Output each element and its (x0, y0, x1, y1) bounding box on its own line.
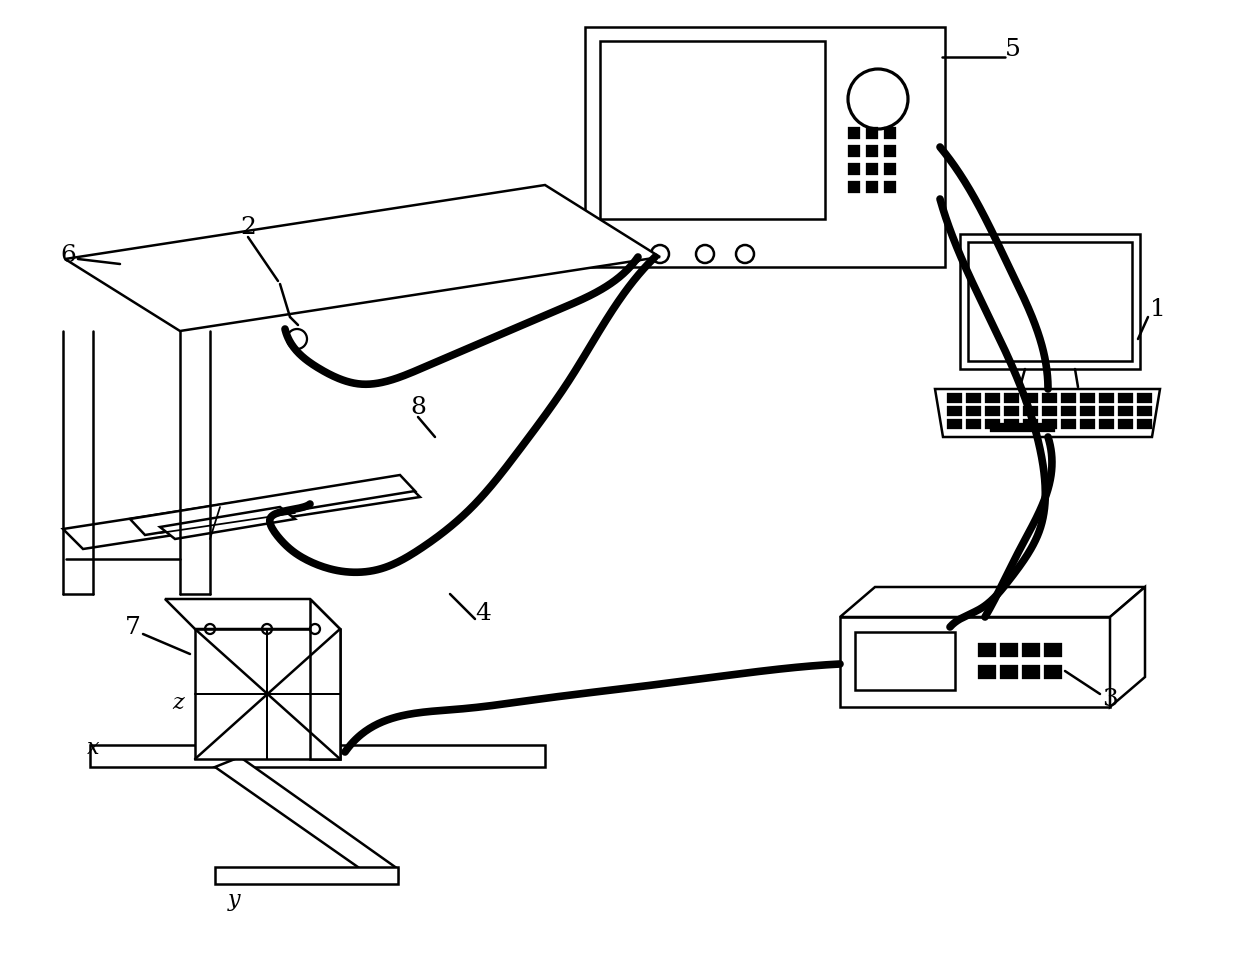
Bar (990, 423, 1055, 432)
Bar (968, 243, 1132, 362)
Bar (1061, 420, 1076, 429)
Bar (884, 182, 897, 194)
Bar (1118, 407, 1133, 417)
Bar (848, 182, 861, 194)
Bar (1080, 420, 1095, 429)
Bar (1099, 407, 1114, 417)
Text: z: z (172, 691, 184, 713)
Text: 1: 1 (1151, 298, 1166, 321)
Bar (1023, 420, 1038, 429)
Bar (985, 420, 999, 429)
Bar (884, 146, 897, 157)
Bar (866, 146, 878, 157)
Text: 3: 3 (1102, 688, 1118, 711)
Bar (1023, 393, 1038, 404)
Polygon shape (215, 867, 398, 884)
Text: x: x (87, 736, 99, 758)
Bar (884, 164, 897, 176)
Bar (1080, 407, 1095, 417)
Bar (985, 407, 999, 417)
Bar (1061, 393, 1076, 404)
Bar (1042, 420, 1056, 429)
Bar (966, 407, 981, 417)
Polygon shape (839, 588, 1145, 617)
Text: 6: 6 (60, 244, 76, 266)
Bar (856, 633, 955, 690)
Bar (1080, 393, 1095, 404)
Bar (985, 393, 999, 404)
Bar (848, 146, 861, 157)
Bar (978, 644, 996, 657)
Bar (1023, 407, 1038, 417)
Text: 8: 8 (410, 396, 425, 419)
Bar (966, 420, 981, 429)
Text: 5: 5 (1006, 38, 1021, 62)
Polygon shape (63, 477, 420, 550)
Bar (960, 235, 1140, 370)
Bar (1118, 420, 1133, 429)
Polygon shape (64, 186, 660, 332)
Bar (1061, 407, 1076, 417)
Bar (947, 407, 962, 417)
Bar (1044, 665, 1061, 680)
Polygon shape (165, 600, 340, 630)
Bar (195, 630, 340, 759)
Bar (947, 393, 962, 404)
Bar (1042, 407, 1056, 417)
Bar (978, 665, 996, 680)
Polygon shape (130, 475, 415, 535)
Bar (866, 164, 878, 176)
Bar (999, 644, 1018, 657)
Bar (966, 393, 981, 404)
Bar (1004, 393, 1019, 404)
Bar (1118, 393, 1133, 404)
Bar (1004, 420, 1019, 429)
Text: 2: 2 (241, 216, 255, 240)
Bar (848, 128, 861, 140)
Bar (848, 164, 861, 176)
Bar (866, 128, 878, 140)
Polygon shape (160, 508, 295, 540)
Bar (839, 617, 1110, 707)
Text: 7: 7 (125, 616, 141, 639)
Bar (1022, 665, 1040, 680)
Bar (600, 42, 825, 220)
Bar (947, 420, 962, 429)
Polygon shape (91, 745, 546, 767)
Polygon shape (215, 757, 398, 879)
Bar (999, 665, 1018, 680)
Bar (1099, 420, 1114, 429)
Polygon shape (310, 600, 340, 759)
Bar (884, 128, 897, 140)
Bar (1044, 644, 1061, 657)
Bar (585, 28, 945, 268)
Polygon shape (1110, 588, 1145, 707)
Bar (1042, 393, 1056, 404)
Bar (1137, 393, 1152, 404)
Bar (866, 182, 878, 194)
Text: 4: 4 (475, 601, 491, 625)
Polygon shape (935, 389, 1159, 437)
Bar (1137, 420, 1152, 429)
Bar (1004, 407, 1019, 417)
Text: y: y (228, 888, 241, 911)
Bar (1137, 407, 1152, 417)
Bar (1099, 393, 1114, 404)
Bar (1022, 644, 1040, 657)
